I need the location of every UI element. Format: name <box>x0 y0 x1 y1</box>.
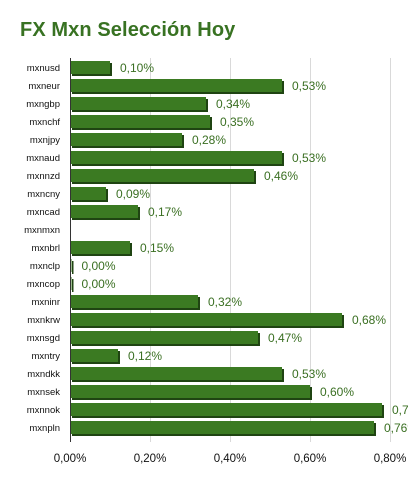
bar <box>70 169 254 182</box>
category-label: mxnpln <box>29 423 60 434</box>
value-label: 0,10% <box>120 61 154 75</box>
bar <box>70 115 210 128</box>
category-label: mxneur <box>28 81 60 92</box>
category-label: mxngbp <box>26 99 60 110</box>
category-label: mxninr <box>31 297 60 308</box>
category-label: mxnclp <box>30 261 60 272</box>
value-label: 0,47% <box>268 331 302 345</box>
category-label: mxnjpy <box>30 135 60 146</box>
bar <box>70 403 382 416</box>
bar <box>70 79 282 92</box>
bar <box>70 349 118 362</box>
chart-title: FX Mxn Selección Hoy <box>20 19 236 41</box>
bar <box>70 187 106 200</box>
category-label: mxnsgd <box>27 333 60 344</box>
category-label: mxnkrw <box>27 315 60 326</box>
category-label: mxnsek <box>27 387 60 398</box>
category-label: mxnmxn <box>24 225 60 236</box>
bar-shadow <box>72 279 74 292</box>
category-label: mxnaud <box>26 153 60 164</box>
bar <box>70 367 282 380</box>
value-label: 0,00% <box>82 277 116 291</box>
x-tick-label: 0,00% <box>54 453 87 465</box>
category-label: mxnnok <box>27 405 61 416</box>
category-label: mxncad <box>27 207 60 218</box>
value-label: 0,53% <box>292 79 326 93</box>
value-label: 0,28% <box>192 133 226 147</box>
x-tick-label: 0,60% <box>294 453 327 465</box>
value-label: 0,78 <box>392 403 408 417</box>
bar <box>70 421 374 434</box>
value-label: 0,12% <box>128 349 162 363</box>
value-label: 0,32% <box>208 295 242 309</box>
category-label: mxndkk <box>27 369 60 380</box>
value-label: 0,53% <box>292 151 326 165</box>
category-label: mxnbrl <box>31 243 60 254</box>
value-label: 0,68% <box>352 313 386 327</box>
bar <box>70 313 342 326</box>
x-tick-label: 0,80% <box>374 453 407 465</box>
value-label: 0,15% <box>140 241 174 255</box>
category-label: mxnnzd <box>27 171 60 182</box>
bar <box>70 205 138 218</box>
value-label: 0,00% <box>82 259 116 273</box>
value-label: 0,76% <box>384 421 408 435</box>
value-label: 0,53% <box>292 367 326 381</box>
value-label: 0,34% <box>216 97 250 111</box>
category-label: mxnusd <box>27 63 60 74</box>
bar <box>70 241 130 254</box>
x-tick-label: 0,40% <box>214 453 247 465</box>
bar-shadow <box>72 261 74 274</box>
value-label: 0,17% <box>148 205 182 219</box>
bar <box>70 295 198 308</box>
bar <box>70 385 310 398</box>
category-label: mxncop <box>27 279 60 290</box>
bar <box>70 133 182 146</box>
value-label: 0,60% <box>320 385 354 399</box>
category-label: mxncny <box>27 189 60 200</box>
category-label: mxntry <box>32 351 61 362</box>
value-label: 0,09% <box>116 187 150 201</box>
value-label: 0,46% <box>264 169 298 183</box>
bar <box>70 61 110 74</box>
bar <box>70 151 282 164</box>
bar <box>70 97 206 110</box>
bar <box>70 331 258 344</box>
category-label: mxnchf <box>29 117 60 128</box>
x-tick-label: 0,20% <box>134 453 167 465</box>
value-label: 0,35% <box>220 115 254 129</box>
